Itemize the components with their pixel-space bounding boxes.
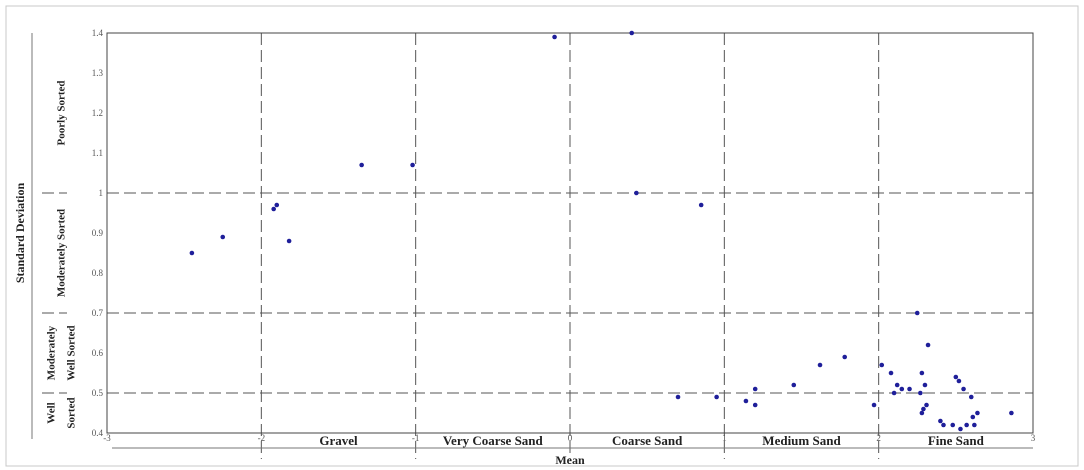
grid-lines — [31, 33, 1033, 459]
tick-labels: -3 -2 -1 0 1 2 3 0.4 0.5 0.6 0.7 0.8 0.9 1 1.1 1.2 1.3 1.… — [92, 28, 1036, 443]
data-point — [924, 402, 929, 408]
y-band-label: Moderately Sorted — [56, 209, 68, 297]
data-point — [752, 386, 758, 392]
data-point — [907, 386, 912, 392]
data-point — [817, 362, 823, 368]
data-point — [918, 390, 923, 396]
data-point — [972, 422, 977, 428]
x-zone-label: Medium Sand — [762, 433, 841, 448]
data-point — [1009, 410, 1014, 416]
data-point — [950, 422, 956, 428]
data-point — [964, 422, 969, 428]
x-axis-label: Mean — [555, 453, 585, 467]
y-tick-label: 1 — [99, 188, 104, 198]
data-point — [879, 362, 885, 368]
figure-frame — [5, 5, 1079, 467]
data-point — [675, 394, 681, 400]
data-point — [271, 206, 276, 212]
y-tick-label: 0.9 — [92, 228, 104, 238]
data-point — [925, 342, 931, 348]
data-point — [899, 386, 905, 392]
data-point — [975, 410, 980, 416]
data-point — [743, 398, 749, 404]
data-point — [953, 374, 959, 380]
data-point — [938, 418, 943, 424]
data-point — [552, 34, 557, 40]
data-point — [888, 370, 894, 376]
y-tick-label: 0.5 — [92, 388, 104, 398]
y-tick-label: 1.4 — [92, 28, 104, 38]
x-zone-label: Very Coarse Sand — [443, 433, 544, 448]
x-tick-label: -1 — [412, 433, 420, 443]
x-tick-label: -3 — [103, 433, 111, 443]
y-tick-label: 0.6 — [92, 348, 104, 358]
data-point — [914, 310, 920, 316]
y-band-label: Moderately — [46, 325, 58, 380]
data-points — [189, 30, 1014, 432]
data-point — [791, 382, 797, 388]
y-tick-label: 0.8 — [92, 268, 104, 278]
y-axis-label: Standard Deviation — [13, 183, 27, 284]
x-zone-labels: Gravel Very Coarse Sand Coarse Sand Medium … — [319, 433, 984, 448]
data-point — [968, 394, 974, 400]
y-band-label: Poorly Sorted — [56, 80, 68, 145]
data-point — [274, 202, 280, 208]
y-tick-label: 1.1 — [92, 148, 103, 158]
x-tick-label: -2 — [258, 433, 266, 443]
data-point — [921, 406, 926, 412]
y-band-labels: Poorly Sorted Moderately Sorted Moderately… — [46, 80, 78, 428]
data-point — [958, 426, 963, 432]
data-point — [220, 234, 226, 240]
data-point — [698, 202, 704, 208]
data-point — [286, 238, 292, 244]
y-tick-label: 0.4 — [92, 428, 104, 438]
y-tick-label: 0.7 — [92, 308, 104, 318]
x-tick-label: 2 — [876, 433, 881, 443]
data-point — [714, 394, 719, 400]
y-tick-label: 1.2 — [92, 108, 103, 118]
data-point — [919, 410, 925, 416]
plot-area — [106, 32, 1034, 434]
data-point — [970, 414, 976, 420]
data-point — [956, 378, 962, 384]
data-point — [629, 30, 635, 36]
data-point — [922, 382, 928, 388]
x-zone-label: Fine Sand — [928, 433, 985, 448]
x-tick-label: 1 — [722, 433, 727, 443]
data-point — [752, 402, 758, 408]
data-point — [961, 386, 966, 392]
data-point — [359, 162, 364, 168]
data-point — [189, 250, 195, 256]
y-band-label: Well — [46, 402, 58, 423]
data-point — [871, 402, 877, 408]
y-band-label: Well Sorted — [66, 325, 78, 380]
x-tick-label: 3 — [1031, 433, 1036, 443]
y-band-label: Sorted — [66, 397, 78, 428]
data-point — [410, 162, 415, 168]
data-point — [894, 382, 900, 388]
data-point — [634, 190, 639, 196]
x-zone-label: Gravel — [319, 433, 358, 448]
data-point — [842, 354, 848, 360]
y-tick-label: 1.3 — [92, 68, 104, 78]
data-point — [919, 370, 925, 376]
data-point — [941, 422, 946, 428]
x-tick-label: 0 — [568, 433, 573, 443]
data-point — [891, 390, 897, 396]
x-zone-label: Coarse Sand — [612, 433, 683, 448]
